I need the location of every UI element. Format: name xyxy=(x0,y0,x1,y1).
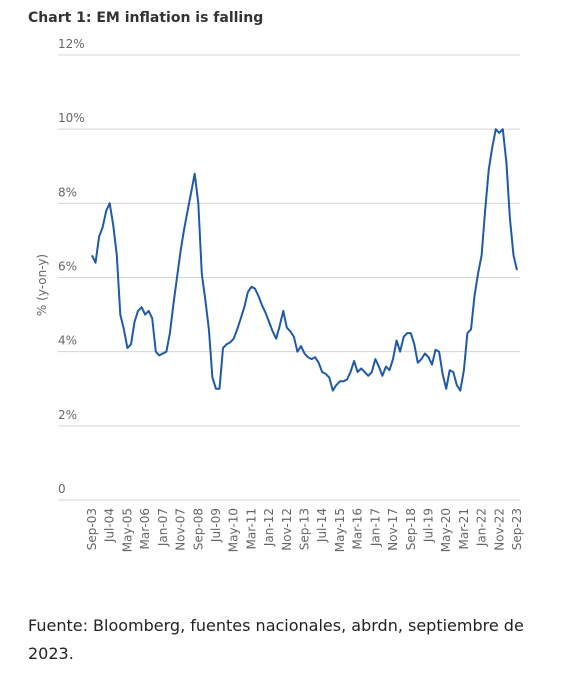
y-tick-label: 2% xyxy=(58,408,77,422)
y-tick-label: 10% xyxy=(58,111,85,125)
x-tick-label: Mar-21 xyxy=(457,508,471,549)
x-tick-label: Sep-23 xyxy=(510,508,524,550)
source-note: Fuente: Bloomberg, fuentes nacionales, a… xyxy=(28,616,524,663)
x-tick-label: Nov-12 xyxy=(280,508,294,551)
x-tick-label: Sep-08 xyxy=(191,508,205,550)
x-tick-label: Nov-17 xyxy=(386,508,400,551)
data-line xyxy=(91,128,518,392)
y-tick-label: 0 xyxy=(58,482,66,496)
x-tick-label: May-10 xyxy=(227,508,241,552)
x-tick-label: Jan-22 xyxy=(475,508,489,547)
y-tick-label: 8% xyxy=(58,185,77,199)
y-axis-label: % (y-on-y) xyxy=(35,254,49,316)
x-tick-label: Mar-06 xyxy=(138,508,152,549)
x-tick-label: Sep-13 xyxy=(298,508,312,550)
x-tick-label: May-05 xyxy=(120,508,134,552)
x-tick-label: May-15 xyxy=(333,508,347,552)
x-tick-label: Jul-14 xyxy=(315,508,329,543)
chart: Chart 1: EM inflation is falling % (y-on… xyxy=(28,10,524,552)
y-tick-label: 6% xyxy=(58,260,77,274)
x-tick-label: Sep-18 xyxy=(404,508,418,550)
chart-title: Chart 1: EM inflation is falling xyxy=(28,10,263,26)
x-tick-label: Jan-17 xyxy=(368,508,382,547)
y-tick-label: 12% xyxy=(58,37,85,51)
x-tick-label: Nov-22 xyxy=(492,508,506,551)
x-tick-label: Sep-03 xyxy=(85,508,99,550)
x-tick-label: Mar-16 xyxy=(351,508,365,549)
x-tick-label: Jul-09 xyxy=(209,508,223,543)
x-tick-label: Mar-11 xyxy=(244,508,258,549)
x-tick-label: Jan-07 xyxy=(156,508,170,547)
x-tick-label: Nov-07 xyxy=(174,508,188,551)
x-tick-label: Jul-04 xyxy=(103,508,117,543)
y-tick-label: 4% xyxy=(58,334,77,348)
x-tick-label: May-20 xyxy=(439,508,453,552)
x-tick-label: Jul-19 xyxy=(421,508,435,543)
x-tick-label: Jan-12 xyxy=(262,508,276,547)
